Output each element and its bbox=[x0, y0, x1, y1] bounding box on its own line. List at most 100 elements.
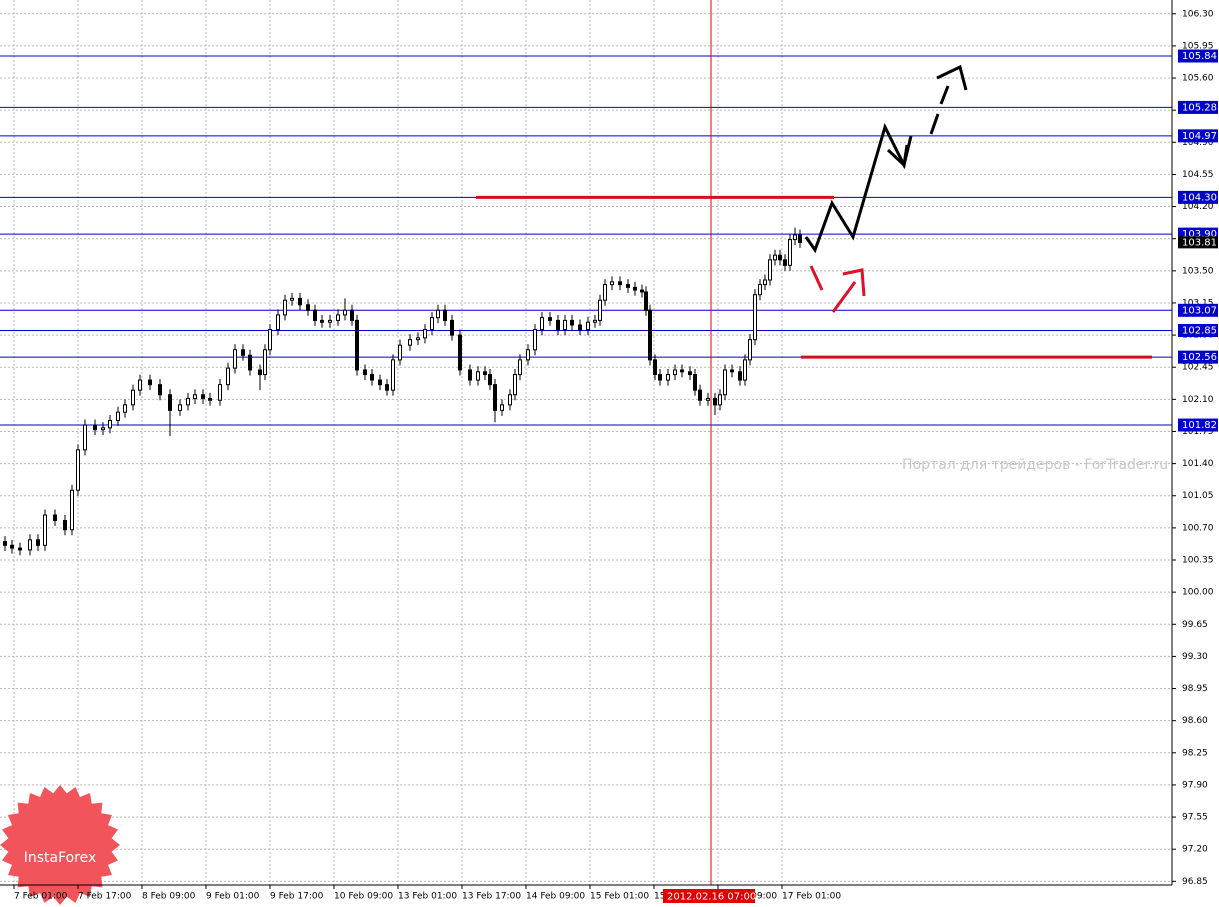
candle-body bbox=[283, 299, 287, 316]
x-tick-label: 15 Feb 01:00 bbox=[590, 892, 649, 902]
candle-body bbox=[268, 329, 272, 351]
candle-body bbox=[423, 329, 427, 339]
x-tick-label: 7 Feb 01:00 bbox=[14, 892, 68, 902]
y-tick-label: 102.10 bbox=[1182, 395, 1214, 405]
candle-body bbox=[158, 384, 162, 396]
candle-body bbox=[626, 284, 630, 288]
candle-body bbox=[193, 394, 197, 399]
y-tick-label: 102.45 bbox=[1182, 363, 1214, 373]
candle-body bbox=[416, 337, 420, 341]
level-label: 105.28 bbox=[1182, 102, 1217, 113]
y-tick-label: 101.40 bbox=[1182, 459, 1214, 469]
y-tick-label: 101.05 bbox=[1182, 491, 1214, 501]
candle-body bbox=[83, 424, 87, 451]
candle-body bbox=[233, 349, 237, 369]
price-label-box bbox=[1178, 236, 1218, 249]
candle-body bbox=[350, 309, 354, 321]
watermark: Портал для трейдеров - ForTrader.ru bbox=[902, 457, 1168, 473]
candle-body bbox=[793, 234, 797, 241]
forecast-dash bbox=[939, 85, 950, 105]
candle-body bbox=[698, 389, 702, 401]
candle-body bbox=[493, 384, 497, 411]
y-tick-label: 103.50 bbox=[1182, 266, 1214, 276]
candle-body bbox=[788, 239, 792, 266]
candle-body bbox=[644, 291, 648, 311]
level-label-box bbox=[1178, 350, 1218, 364]
level-label: 103.90 bbox=[1182, 229, 1217, 240]
candle-body bbox=[3, 541, 7, 546]
candle-body bbox=[226, 367, 230, 386]
candle-body bbox=[313, 309, 317, 321]
candle-body bbox=[93, 424, 97, 431]
candle-body bbox=[328, 319, 332, 323]
candle-body bbox=[70, 489, 74, 531]
candle-body bbox=[391, 359, 395, 391]
candle-body bbox=[798, 234, 802, 243]
candle-body bbox=[563, 319, 567, 331]
candle-body bbox=[276, 314, 280, 331]
candle-body bbox=[385, 384, 389, 391]
grid-layer bbox=[0, 0, 1170, 885]
candle-body bbox=[680, 369, 684, 373]
candle-body bbox=[76, 449, 80, 491]
candle-body bbox=[476, 371, 480, 381]
y-tick-label: 96.85 bbox=[1182, 877, 1208, 887]
y-tick-label: 100.70 bbox=[1182, 523, 1214, 533]
logo-badge bbox=[0, 785, 120, 905]
x-tick-label: 8 Feb 09:00 bbox=[142, 892, 196, 902]
candle-body bbox=[108, 419, 112, 429]
data-layer bbox=[0, 0, 1172, 885]
level-label-box bbox=[1178, 323, 1218, 337]
forecast-dash bbox=[929, 113, 940, 135]
y-tick-label: 99.65 bbox=[1182, 620, 1208, 630]
level-label-box bbox=[1178, 129, 1218, 143]
level-label: 102.85 bbox=[1182, 325, 1217, 336]
x-tick-label: 17 Feb 01:00 bbox=[782, 892, 841, 902]
candle-body bbox=[713, 397, 717, 406]
candle-body bbox=[778, 254, 782, 261]
logo-text: InstaForex bbox=[24, 850, 97, 866]
y-tick-label: 97.20 bbox=[1182, 845, 1208, 855]
candle-body bbox=[570, 319, 574, 326]
x-tick-label: 9 Feb 01:00 bbox=[206, 892, 260, 902]
y-tick-label: 98.95 bbox=[1182, 684, 1208, 694]
candle-body bbox=[603, 284, 607, 301]
y-tick-label: 97.55 bbox=[1182, 813, 1208, 823]
candle-body bbox=[666, 374, 670, 381]
level-label-box bbox=[1178, 100, 1218, 114]
candle-body bbox=[648, 309, 652, 361]
candle-body bbox=[730, 369, 734, 373]
candle-body bbox=[526, 349, 530, 361]
x-tick-label: 13 Feb 01:00 bbox=[398, 892, 457, 902]
candle-body bbox=[610, 281, 614, 286]
candle-body bbox=[556, 319, 560, 331]
candle-body bbox=[748, 339, 752, 361]
level-label: 103.07 bbox=[1182, 305, 1217, 316]
candle-body bbox=[263, 349, 267, 376]
y-tick-label: 100.00 bbox=[1182, 588, 1214, 598]
candle-body bbox=[443, 309, 447, 321]
candle-body bbox=[320, 319, 324, 323]
candle-body bbox=[773, 254, 777, 261]
y-tick-label: 101.75 bbox=[1182, 427, 1214, 437]
candle-body bbox=[53, 514, 57, 522]
candle-body bbox=[430, 317, 434, 331]
candle-body bbox=[598, 299, 602, 321]
candle-body bbox=[533, 329, 537, 351]
candle-body bbox=[218, 384, 222, 401]
candle-body bbox=[618, 281, 622, 286]
candle-body bbox=[363, 369, 367, 376]
level-label-box bbox=[1178, 190, 1218, 204]
candle-body bbox=[458, 334, 462, 371]
logo: InstaForex bbox=[0, 785, 120, 905]
candle-body bbox=[593, 319, 597, 323]
candle-body bbox=[101, 427, 105, 431]
candle-body bbox=[658, 374, 662, 381]
candle-body bbox=[398, 344, 402, 361]
candle-body bbox=[355, 319, 359, 371]
candle-body bbox=[18, 547, 22, 551]
candle-body bbox=[753, 294, 757, 341]
